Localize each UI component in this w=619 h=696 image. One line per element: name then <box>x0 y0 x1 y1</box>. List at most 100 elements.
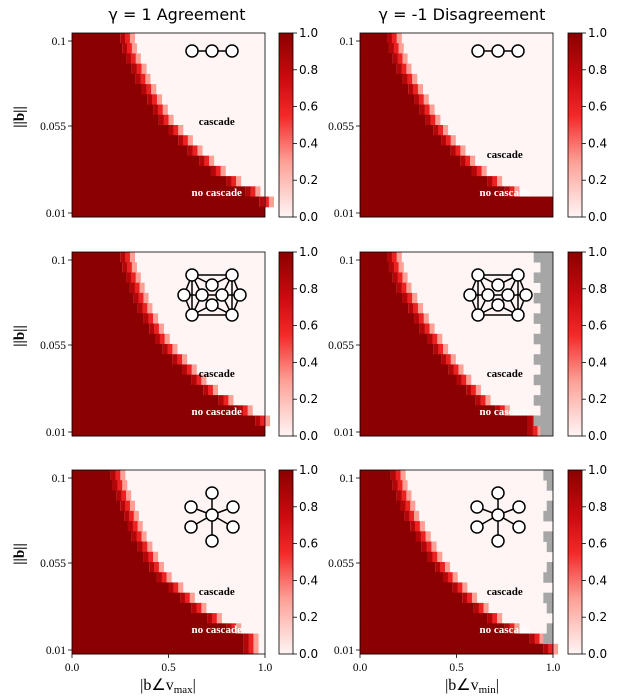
transition-cell <box>187 135 193 146</box>
graph-node <box>471 268 485 282</box>
transition-cell <box>418 313 424 325</box>
transition-cell <box>122 43 128 54</box>
transition-cell <box>470 155 476 167</box>
no-cascade-label: no cascade <box>192 624 243 636</box>
transition-cell <box>438 344 444 355</box>
transition-cell <box>419 323 425 335</box>
x-tick-label: 0.0 <box>65 662 80 674</box>
transition-cell <box>161 572 167 583</box>
cascade-cell <box>360 643 544 655</box>
transition-cell <box>173 125 179 136</box>
transition-cell <box>437 551 443 563</box>
colorbar-tick-label: 1.0 <box>299 463 318 477</box>
transition-cell <box>154 562 160 573</box>
transition-cell <box>122 262 128 273</box>
transition-cell <box>455 145 461 157</box>
transition-cell <box>457 582 463 594</box>
transition-cell <box>192 145 198 157</box>
cascade-label: cascade <box>487 586 523 598</box>
cascade-cell <box>72 541 138 553</box>
no-cascade-label: no cascade <box>480 406 531 418</box>
transition-cell <box>125 252 131 263</box>
cascade-cell <box>72 252 121 263</box>
graph-node <box>491 486 505 500</box>
transition-cell <box>504 405 510 417</box>
transition-cell <box>402 73 408 85</box>
colorbar-tick-label: 0.4 <box>588 136 607 150</box>
unconverged-cell <box>533 374 553 386</box>
transition-cell <box>248 633 254 645</box>
transition-cell <box>504 623 510 635</box>
colorbar-tick-label: 0.0 <box>588 429 607 443</box>
cascade-cell <box>72 272 127 284</box>
transition-cell <box>387 33 393 44</box>
transition-cell <box>164 333 170 345</box>
transition-cell <box>146 84 152 95</box>
transition-cell <box>419 104 425 116</box>
transition-cell <box>413 303 419 314</box>
transition-cell <box>186 364 192 376</box>
transition-cell <box>514 623 520 635</box>
transition-cell <box>237 405 244 417</box>
panel-frame <box>71 32 266 218</box>
graph-node <box>491 534 505 548</box>
colorbar-tick-label: 1.0 <box>299 245 318 259</box>
transition-cell <box>259 196 265 208</box>
cascade-cell <box>72 282 130 294</box>
graph-node <box>225 268 239 282</box>
cascade-cell <box>72 572 157 583</box>
transition-cell <box>132 521 138 532</box>
cascade-cell <box>72 73 136 85</box>
colorbar <box>567 251 583 437</box>
transition-cell <box>396 282 402 294</box>
panel-frame <box>359 251 554 437</box>
transition-cell <box>425 114 431 126</box>
heatmap-panel-star-disagreement: cascade no cascade 0.1 0.055 0.01 0.0 0.5 1.0 0.… <box>328 463 607 674</box>
transition-cell <box>131 531 137 543</box>
transition-cell <box>148 551 154 563</box>
cascade-cell <box>360 582 453 594</box>
colorbar-tick-label: 0.6 <box>588 100 607 114</box>
graph-node <box>185 268 199 282</box>
transition-cell <box>126 53 132 65</box>
transition-cell <box>127 43 133 54</box>
cascade-cell <box>360 364 449 376</box>
cascade-cell <box>72 292 134 304</box>
y-tick-label: 0.055 <box>328 340 354 352</box>
transition-cell <box>153 313 159 325</box>
colorbar-tick-label: 0.2 <box>588 392 607 406</box>
transition-cell <box>178 125 184 136</box>
graph-node <box>205 44 219 58</box>
transition-cell <box>156 94 163 106</box>
transition-cell <box>445 354 452 365</box>
transition-cell <box>154 323 160 335</box>
colorbar-tick-label: 0.4 <box>299 573 318 587</box>
graph-node <box>501 288 515 302</box>
transition-cell <box>415 521 421 532</box>
transition-cell <box>401 63 407 75</box>
unconverged-cell <box>546 480 553 491</box>
y-tick-label: 0.1 <box>340 473 355 485</box>
transition-cell <box>466 384 472 396</box>
transition-cell <box>135 272 141 284</box>
heatmap-panel-dense-agreement: cascade no cascade 0.1 0.055 0.01 0.0 0.2 0.4 0.… <box>12 245 318 443</box>
transition-cell <box>191 602 197 614</box>
cascade-cell <box>72 521 128 532</box>
unconverged-cell <box>533 252 553 263</box>
transition-cell <box>201 602 207 614</box>
transition-cell <box>387 252 393 263</box>
transition-cell <box>136 63 142 75</box>
transition-cell <box>418 94 424 106</box>
colorbar-tick-label: 0.2 <box>299 173 318 187</box>
transition-cell <box>396 33 402 44</box>
transition-cell <box>539 633 545 645</box>
cascade-cell <box>360 155 461 167</box>
transition-cell <box>467 592 473 604</box>
transition-cell <box>148 313 154 325</box>
colorbar <box>278 469 294 655</box>
transition-cell <box>153 104 159 116</box>
unconverged-cell <box>540 344 553 355</box>
y-tick-label: 0.055 <box>40 558 66 570</box>
graph-node <box>184 520 198 534</box>
unconverged-cell <box>533 354 553 365</box>
